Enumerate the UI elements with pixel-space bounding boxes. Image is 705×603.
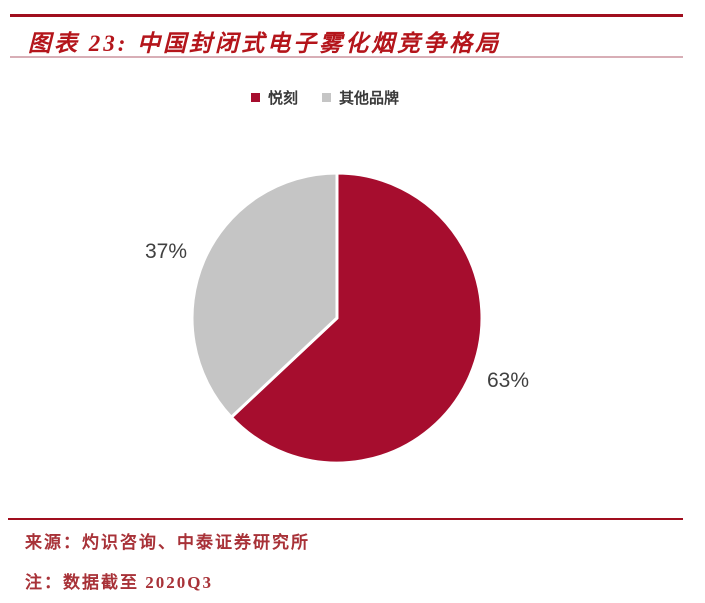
- footer-rule: [8, 518, 683, 520]
- legend-item-other-brands: 其他品牌: [322, 87, 399, 108]
- legend-swatch-relx: [251, 93, 260, 102]
- pie-slice-1-其他品牌: [190, 171, 339, 419]
- top-rule: [10, 14, 683, 17]
- figure-title: 图表 23: 中国封闭式电子雾化烟竞争格局: [28, 31, 502, 56]
- pie-chart: [190, 171, 484, 465]
- note-text: 注：数据截至 2020Q3: [25, 573, 213, 592]
- legend-label-other-brands: 其他品牌: [339, 91, 400, 107]
- chart-legend: 悦刻 其他品牌: [251, 87, 399, 108]
- pie-chart-container: [190, 171, 484, 465]
- title-underline-rule: [10, 56, 683, 58]
- pie-data-label-others: 37%: [145, 240, 188, 263]
- source-text: 来源：灼识咨询、中泰证券研究所: [25, 533, 310, 552]
- pie-data-label-relx: 63%: [487, 369, 530, 392]
- legend-label-relx: 悦刻: [268, 91, 299, 107]
- legend-swatch-other-brands: [322, 93, 332, 102]
- legend-item-relx: 悦刻: [251, 87, 298, 108]
- pie-slice-0-悦刻: [229, 171, 484, 465]
